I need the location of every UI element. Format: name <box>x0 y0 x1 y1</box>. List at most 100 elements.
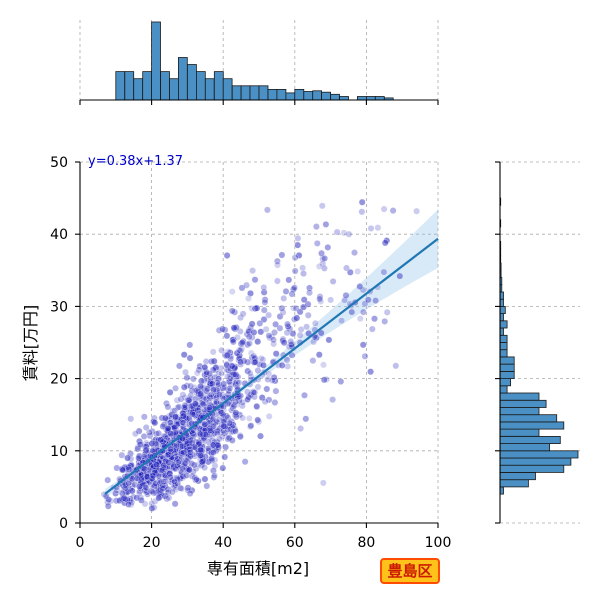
scatter-point <box>177 395 185 403</box>
hist-y-bar <box>499 305 506 314</box>
scatter-point <box>107 497 115 505</box>
scatter-point <box>229 338 237 346</box>
y-axis-label: 賃料[万円] <box>21 305 40 382</box>
hist-y-bar <box>499 334 508 343</box>
scatter-point <box>265 396 273 404</box>
scatter-point <box>209 366 217 374</box>
hist-x-bar <box>321 91 332 101</box>
scatter-point <box>136 441 144 448</box>
scatter-point <box>131 430 139 438</box>
x-tick-label: 0 <box>76 535 85 551</box>
scatter-point <box>291 254 299 262</box>
scatter-point <box>201 363 209 371</box>
scatter-point <box>254 338 262 346</box>
scatter-point <box>189 375 197 383</box>
scatter-point <box>235 346 243 354</box>
scatter-point <box>361 352 369 360</box>
y-tick-label: 30 <box>50 299 68 315</box>
x-tick-label: 100 <box>425 535 452 551</box>
scatter-point <box>215 391 223 399</box>
scatter-point <box>183 471 191 479</box>
scatter-point <box>104 476 112 484</box>
scatter-point <box>358 208 366 216</box>
scatter-point <box>299 264 307 272</box>
x-tick-label: 20 <box>143 535 161 551</box>
scatter-point <box>254 367 262 374</box>
scatter-point <box>142 446 150 454</box>
scatter-point <box>198 458 206 466</box>
scatter-point <box>356 283 364 290</box>
ward-badge: 豊島区 <box>380 558 440 584</box>
scatter-point <box>250 328 258 336</box>
scatter-point <box>140 413 148 421</box>
scatter-point <box>182 368 189 376</box>
hist-y-bar <box>499 385 508 394</box>
scatter-point <box>272 320 280 328</box>
scatter-point <box>223 351 231 359</box>
scatter-point <box>329 277 337 285</box>
scatter-point <box>274 261 281 269</box>
scatter-point <box>223 332 231 340</box>
scatter-point <box>188 439 196 447</box>
scatter-point <box>196 430 204 438</box>
scatter-point <box>380 205 388 213</box>
scatter-point <box>265 370 273 378</box>
x-tick-label: 60 <box>286 535 304 551</box>
scatter-point <box>150 418 157 425</box>
scatter-point <box>161 414 169 422</box>
scatter-point <box>320 361 327 369</box>
scatter-point <box>354 267 362 275</box>
scatter-point <box>315 351 323 359</box>
scatter-point <box>291 267 299 275</box>
scatter-point <box>235 379 243 387</box>
scatter-point <box>229 336 237 344</box>
scatter-point <box>173 396 181 404</box>
scatter-point <box>180 383 188 391</box>
scatter-point <box>294 234 302 242</box>
scatter-point <box>253 402 261 410</box>
scatter-point <box>209 416 217 424</box>
scatter-point <box>313 239 321 247</box>
y-tick-label: 20 <box>50 372 68 388</box>
scatter-point <box>185 414 193 422</box>
scatter-point <box>201 464 209 472</box>
scatter-point <box>166 388 174 396</box>
scatter-point <box>245 295 252 302</box>
scatter-point <box>270 336 277 344</box>
scatter-point <box>367 224 375 232</box>
scatter-point <box>219 464 227 472</box>
scatter-point <box>288 290 296 298</box>
hist-x-bar <box>177 57 188 101</box>
scatter-point <box>251 358 259 366</box>
scatter-point <box>322 220 330 228</box>
hist-y-bar <box>499 414 558 423</box>
scatter-point <box>246 339 253 347</box>
scatter-point <box>181 401 189 409</box>
hist-x-bar <box>160 71 170 101</box>
scatter-point <box>221 453 229 461</box>
scatter-point <box>181 459 189 467</box>
scatter-point <box>361 300 369 308</box>
scatter-point <box>278 251 286 259</box>
scatter-point <box>228 288 236 296</box>
scatter-point <box>276 324 284 332</box>
hist-x-bar <box>222 78 233 101</box>
scatter-point <box>201 420 209 428</box>
scatter-point <box>263 385 271 393</box>
scatter-point <box>180 404 188 412</box>
scatter-point <box>155 472 163 480</box>
scatter-point <box>358 198 366 206</box>
y-tick-label: 10 <box>50 444 68 460</box>
histogram-x <box>115 21 394 101</box>
scatter-point <box>321 254 329 262</box>
scatter-point <box>247 422 255 430</box>
scatter-point <box>165 458 173 466</box>
scatter-point <box>380 268 388 276</box>
scatter-point <box>337 378 345 385</box>
scatter-point <box>309 357 317 365</box>
scatter-point <box>148 475 156 483</box>
scatter-point <box>256 319 264 327</box>
scatter-point <box>311 319 319 327</box>
scatter-point <box>228 307 236 315</box>
scatter-point <box>231 308 239 316</box>
